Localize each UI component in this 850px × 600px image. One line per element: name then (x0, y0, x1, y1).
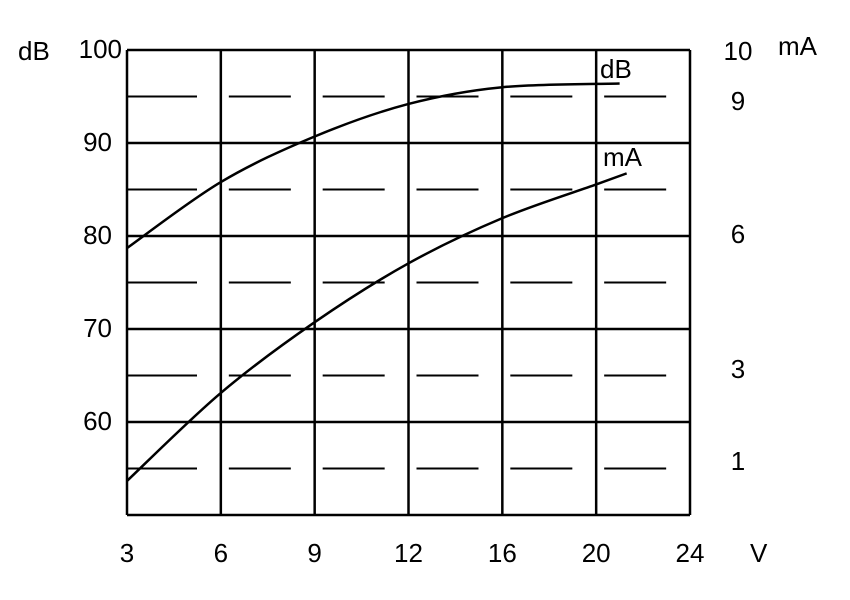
x-tick-label: 3 (120, 538, 134, 568)
x-tick-label: 9 (307, 538, 321, 568)
y-right-tick-label: 3 (731, 354, 745, 384)
y-left-tick-label: 80 (83, 220, 112, 250)
y-left-axis-label: dB (18, 36, 50, 66)
x-tick-label: 12 (394, 538, 423, 568)
y-right-tick-label: 1 (731, 446, 745, 476)
y-right-axis-label: mA (778, 31, 818, 61)
series-line-ma (126, 172, 628, 482)
x-tick-label: 6 (214, 538, 228, 568)
y-right-tick-label: 10 (724, 36, 753, 66)
y-left-tick-label: 60 (83, 406, 112, 436)
x-tick-label: 24 (676, 538, 705, 568)
x-tick-label: 20 (582, 538, 611, 568)
y-left-tick-label: 70 (83, 313, 112, 343)
grid (125, 48, 692, 517)
y-right-tick-label: 6 (731, 219, 745, 249)
y-left-tick-label: 100 (79, 34, 122, 64)
series-label-ma: mA (603, 142, 643, 172)
curves (126, 82, 628, 482)
y-left-tick-label: 90 (83, 127, 112, 157)
x-tick-label: 16 (488, 538, 517, 568)
axis-labels: 3 6 9 12 16 20 24 60 70 80 90 100 1 3 6 9 10 (79, 34, 753, 568)
series-label-db: dB (600, 54, 632, 84)
series-line-db (126, 82, 620, 250)
y-right-tick-label: 9 (731, 86, 745, 116)
x-axis-label: V (750, 538, 768, 568)
